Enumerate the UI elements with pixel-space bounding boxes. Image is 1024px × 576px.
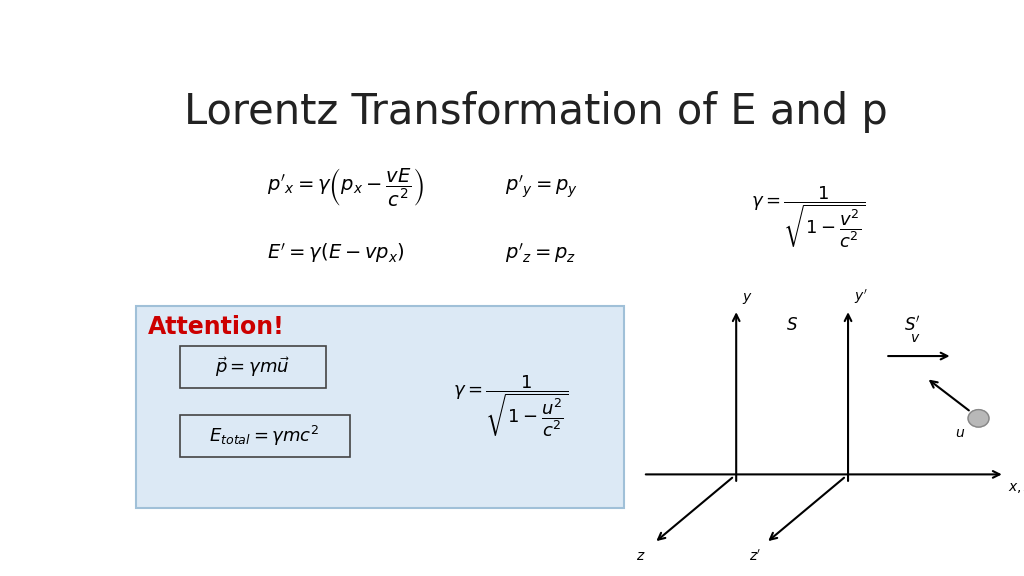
Text: $E_{total} = \gamma mc^2$: $E_{total} = \gamma mc^2$ [209, 424, 319, 448]
Text: $S'$: $S'$ [904, 316, 921, 335]
Text: $p'_y = p_y$: $p'_y = p_y$ [505, 173, 578, 200]
Text: $E' = \gamma(E - vp_x)$: $E' = \gamma(E - vp_x)$ [267, 241, 404, 265]
Text: $p'_x = \gamma \left(p_x - \dfrac{vE}{c^2}\right)$: $p'_x = \gamma \left(p_x - \dfrac{vE}{c^… [267, 166, 424, 208]
Text: $x, x'$: $x, x'$ [1009, 479, 1024, 497]
Text: $u$: $u$ [954, 426, 965, 440]
Text: $\vec{p} = \gamma m\vec{u}$: $\vec{p} = \gamma m\vec{u}$ [215, 355, 290, 379]
Text: $\gamma = \dfrac{1}{\sqrt{1 - \dfrac{u^2}{c^2}}}$: $\gamma = \dfrac{1}{\sqrt{1 - \dfrac{u^2… [454, 373, 568, 439]
Text: $z$: $z$ [636, 549, 646, 563]
FancyBboxPatch shape [179, 346, 327, 388]
FancyBboxPatch shape [179, 415, 350, 457]
Text: $p'_z = p_z$: $p'_z = p_z$ [505, 241, 577, 265]
Text: $\gamma = \dfrac{1}{\sqrt{1 - \dfrac{v^2}{c^2}}}$: $\gamma = \dfrac{1}{\sqrt{1 - \dfrac{v^2… [751, 185, 865, 251]
Text: Attention!: Attention! [147, 315, 285, 339]
FancyBboxPatch shape [136, 306, 624, 508]
Circle shape [968, 410, 989, 427]
Text: $S$: $S$ [786, 316, 798, 334]
Text: $z'$: $z'$ [749, 549, 761, 564]
Text: Lorentz Transformation of E and p: Lorentz Transformation of E and p [183, 92, 888, 133]
Text: $y$: $y$ [741, 291, 753, 306]
Text: $y'$: $y'$ [854, 288, 867, 306]
Text: $v$: $v$ [910, 331, 921, 345]
